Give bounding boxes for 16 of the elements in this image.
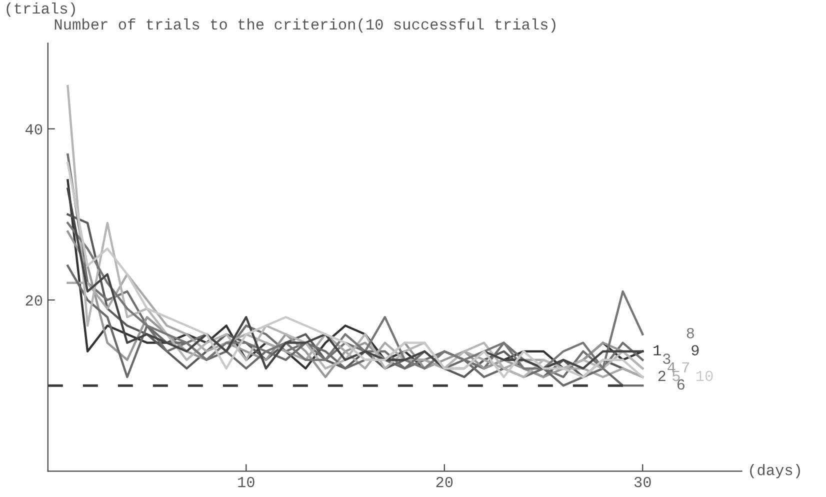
x-tick-label: 30 [634, 476, 651, 488]
y-tick-label: 40 [25, 124, 42, 135]
x-tick-label: 10 [238, 476, 254, 488]
chart-title: Number of trials to the criterion(10 successful trials) [54, 18, 556, 33]
series-label: 3 [663, 354, 670, 364]
series-label: 1 [654, 345, 661, 356]
text: 6 [677, 379, 685, 390]
x-tick-label: 20 [436, 476, 453, 488]
text: 9 [692, 345, 699, 356]
series-label: 2 [658, 370, 666, 381]
text: 8 [686, 328, 694, 338]
series-label: 4 [668, 362, 676, 372]
series-label: 5 [672, 370, 680, 382]
text: 7 [682, 362, 690, 372]
y-axis-title: (trials) [6, 2, 75, 17]
x-axis-title: (days) [750, 464, 800, 478]
